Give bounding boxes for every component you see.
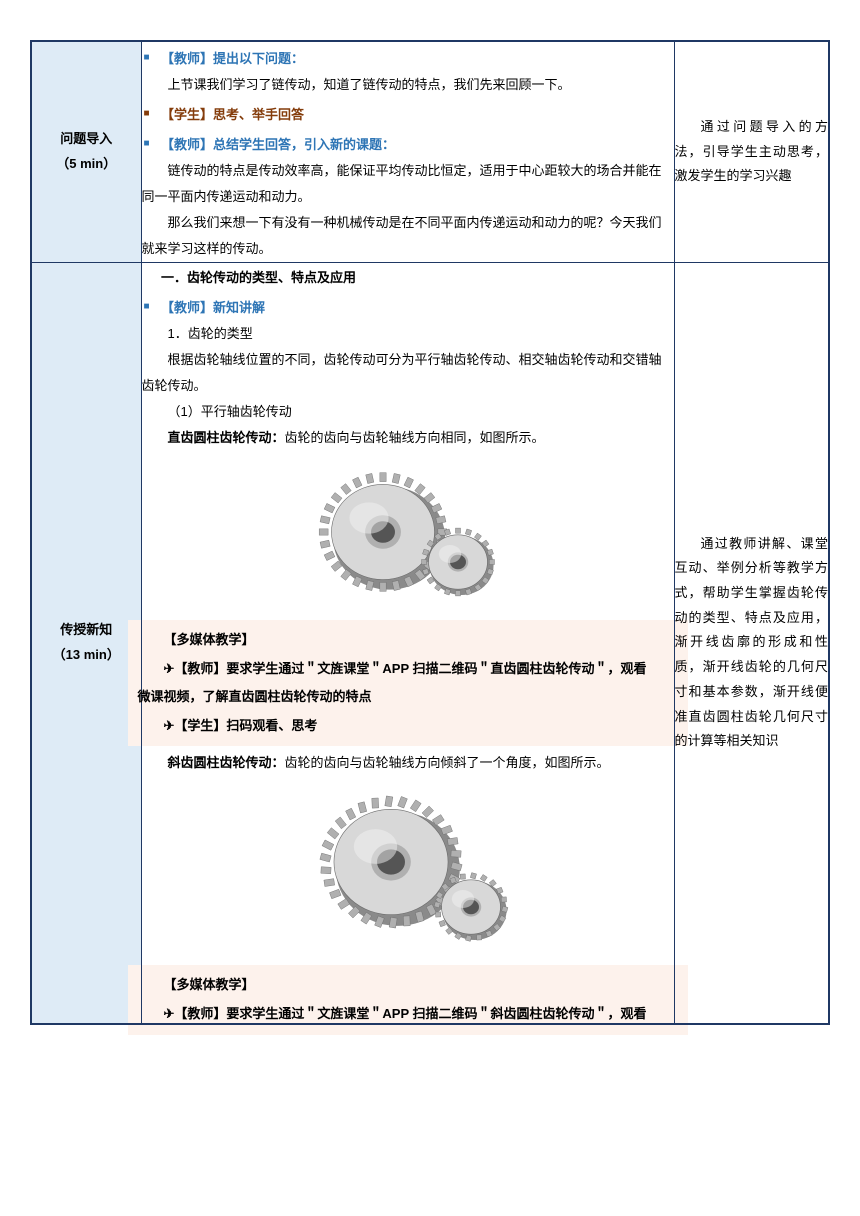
- intro-left-cell: 问题导入 （5 min）: [31, 41, 141, 263]
- media1-line3: ✈【学生】扫码观看、思考: [138, 712, 678, 741]
- sub-2: （1）平行轴齿轮传动: [142, 399, 674, 425]
- intro-bullet-2: 【学生】思考、举手回答: [142, 102, 674, 128]
- intro-bullet-1: 【教师】提出以下问题：: [142, 46, 674, 72]
- gear-figure-2: [142, 782, 674, 961]
- teach-right-text: 通过教师讲解、课堂互动、举例分析等教学方式，帮助学生掌握齿轮传动的类型、特点及应…: [675, 532, 829, 754]
- intro-para-3: 那么我们来想一下有没有一种机械传动是在不同平面内传递运动和动力的呢？今天我们就来…: [142, 210, 674, 262]
- media1-line1: ✈【教师】要求学生通过＂文旌课堂＂APP 扫描二维码＂直齿圆柱齿轮传动＂，观看: [138, 655, 678, 684]
- media-block-2: 【多媒体教学】 ✈【教师】要求学生通过＂文旌课堂＂APP 扫描二维码＂斜齿圆柱齿…: [128, 965, 688, 1034]
- section-heading-1: 一．齿轮传动的类型、特点及应用: [142, 265, 674, 291]
- row-intro: 问题导入 （5 min） 【教师】提出以下问题： 上节课我们学习了链传动，知道了…: [31, 41, 829, 263]
- gear-figure-1: [142, 457, 674, 616]
- teach-title: 传授新知: [32, 618, 141, 643]
- teach-time: （13 min）: [32, 643, 141, 668]
- intro-time: （5 min）: [32, 152, 141, 177]
- teach-right-cell: 通过教师讲解、课堂互动、举例分析等教学方式，帮助学生掌握齿轮传动的类型、特点及应…: [674, 263, 829, 1024]
- teach-para-3: 斜齿圆柱齿轮传动：齿轮的齿向与齿轮轴线方向倾斜了一个角度，如图所示。: [142, 750, 674, 776]
- sub-1: 1．齿轮的类型: [142, 321, 674, 347]
- lesson-plan-table: 问题导入 （5 min） 【教师】提出以下问题： 上节课我们学习了链传动，知道了…: [30, 40, 830, 1025]
- row-teach: 传授新知 （13 min） 一．齿轮传动的类型、特点及应用 【教师】新知讲解 1…: [31, 263, 829, 1024]
- teach-para-1: 根据齿轮轴线位置的不同，齿轮传动可分为平行轴齿轮传动、相交轴齿轮传动和交错轴齿轮…: [142, 347, 674, 399]
- intro-right-text: 通过问题导入的方法，引导学生主动思考，激发学生的学习兴趣: [675, 115, 829, 189]
- media2-heading: 【多媒体教学】: [138, 971, 678, 1000]
- intro-bullet-3: 【教师】总结学生回答，引入新的课题：: [142, 132, 674, 158]
- p3-rest: 齿轮的齿向与齿轮轴线方向倾斜了一个角度，如图所示。: [285, 755, 610, 770]
- media-block-1: 【多媒体教学】 ✈【教师】要求学生通过＂文旌课堂＂APP 扫描二维码＂直齿圆柱齿…: [128, 620, 688, 746]
- intro-mid-cell: 【教师】提出以下问题： 上节课我们学习了链传动，知道了链传动的特点，我们先来回顾…: [141, 41, 674, 263]
- teach-mid-cell: 一．齿轮传动的类型、特点及应用 【教师】新知讲解 1．齿轮的类型 根据齿轮轴线位…: [141, 263, 674, 1024]
- p2-bold: 直齿圆柱齿轮传动：: [168, 430, 285, 445]
- intro-title: 问题导入: [32, 127, 141, 152]
- media1-heading: 【多媒体教学】: [138, 626, 678, 655]
- teach-para-2: 直齿圆柱齿轮传动：齿轮的齿向与齿轮轴线方向相同，如图所示。: [142, 425, 674, 451]
- media1-line2: 微课视频，了解直齿圆柱齿轮传动的特点: [138, 683, 678, 712]
- teach-bullet-1: 【教师】新知讲解: [142, 295, 674, 321]
- spur-gear-icon: [313, 457, 503, 607]
- p3-bold: 斜齿圆柱齿轮传动：: [168, 755, 285, 770]
- media2-line1: ✈【教师】要求学生通过＂文旌课堂＂APP 扫描二维码＂斜齿圆柱齿轮传动＂，观看: [138, 1000, 678, 1029]
- p2-rest: 齿轮的齿向与齿轮轴线方向相同，如图所示。: [285, 430, 545, 445]
- intro-para-1: 上节课我们学习了链传动，知道了链传动的特点，我们先来回顾一下。: [142, 72, 674, 98]
- teach-left-cell: 传授新知 （13 min）: [31, 263, 141, 1024]
- intro-para-2: 链传动的特点是传动效率高，能保证平均传动比恒定，适用于中心距较大的场合并能在同一…: [142, 158, 674, 210]
- intro-right-cell: 通过问题导入的方法，引导学生主动思考，激发学生的学习兴趣: [674, 41, 829, 263]
- helical-gear-icon: [303, 782, 513, 952]
